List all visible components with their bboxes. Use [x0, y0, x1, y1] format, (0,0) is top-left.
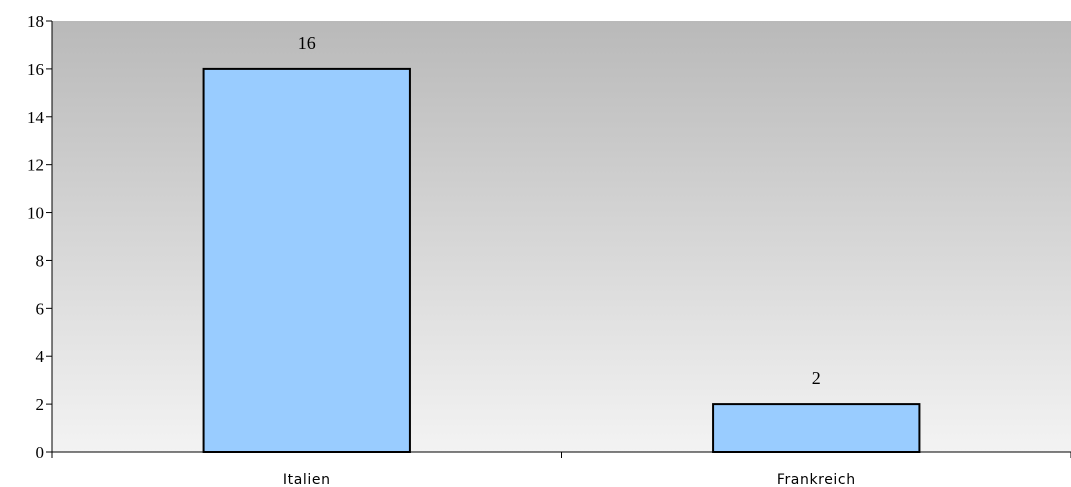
y-tick-label: 14: [27, 108, 45, 127]
bar-italien: [202, 67, 411, 453]
y-tick-label: 2: [36, 395, 45, 414]
y-axis: 0 2 4 6 8 10 12 14 16 18: [27, 12, 53, 462]
bar-frankreich: [712, 403, 921, 454]
y-tick-label: 10: [27, 204, 44, 223]
y-tick-label: 12: [27, 156, 44, 175]
x-category-label: Italien: [283, 472, 331, 487]
y-tick-label: 0: [36, 443, 45, 462]
y-tick-label: 8: [36, 251, 45, 270]
bars: [202, 67, 921, 454]
data-label: 2: [812, 368, 821, 388]
data-labels: 16 2: [298, 33, 821, 388]
x-axis: Italien Frankreich: [51, 451, 1071, 487]
x-category-label: Frankreich: [777, 472, 856, 487]
y-tick-label: 6: [36, 299, 45, 318]
y-tick-label: 18: [27, 12, 44, 31]
data-label: 16: [298, 33, 316, 53]
y-tick-label: 16: [27, 60, 44, 79]
y-tick-label: 4: [36, 347, 45, 366]
